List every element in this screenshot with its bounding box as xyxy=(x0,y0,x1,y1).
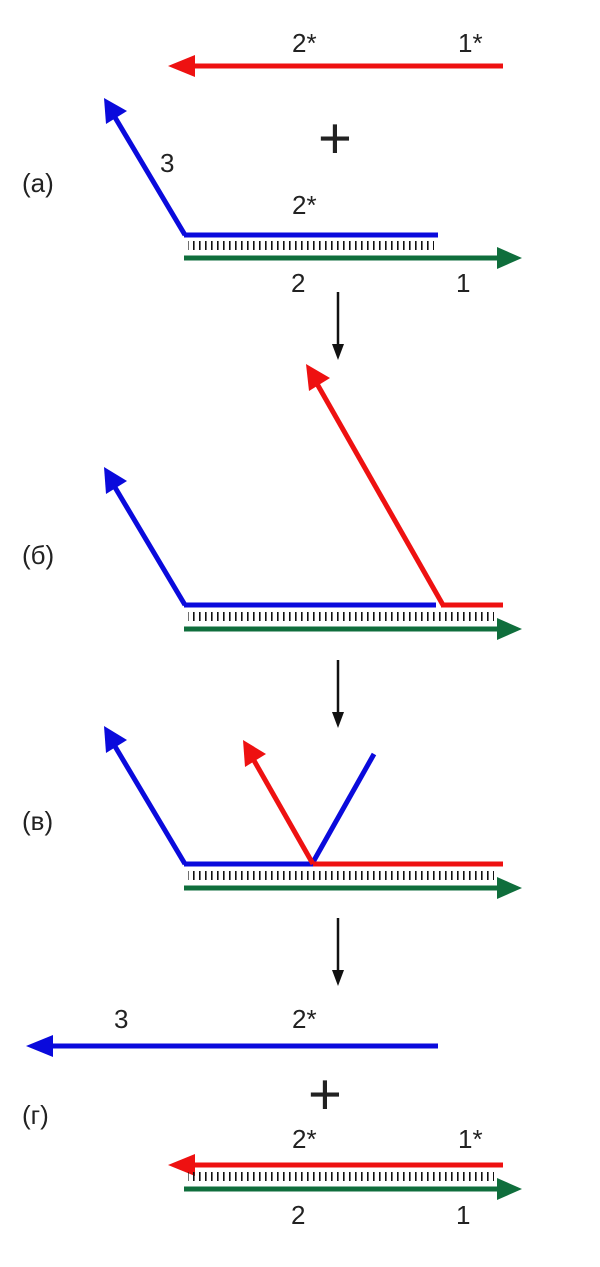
step-arrow-2 xyxy=(332,660,344,728)
panel-c-blue-arrowhead xyxy=(104,726,127,753)
panel-b-base-pairs xyxy=(188,612,494,621)
panel-c-red-branch xyxy=(249,755,316,866)
panel-a-red-left-label: 2* xyxy=(292,28,317,58)
panel-d-red-left-label: 2* xyxy=(292,1124,317,1154)
panel-d-blue-right-label: 2* xyxy=(292,1004,317,1034)
panel-b-blue-arrowhead xyxy=(104,467,127,494)
panel-a-plus: + xyxy=(318,106,352,171)
panel-a-green-right-label: 1 xyxy=(456,268,470,298)
panel-d-green-left-label: 2 xyxy=(291,1200,305,1230)
panel-c-red-arrowhead xyxy=(243,740,266,767)
panel-b-blue-branch xyxy=(110,482,188,607)
panel-b-red-branch xyxy=(313,380,446,607)
panel-a-green-left-label: 2 xyxy=(291,268,305,298)
panel-d: (г) 3 2* + 2* 1* 2 1 xyxy=(22,1004,522,1230)
step-arrow-1 xyxy=(332,292,344,360)
panel-a: (а) 2* 1* + 3 2* 2 1 xyxy=(22,28,522,298)
panel-c-blue-displaced-tail xyxy=(309,752,377,866)
panel-c-base-pairs xyxy=(188,871,494,880)
step-arrow-3 xyxy=(332,918,344,986)
panel-a-blue-top-label: 2* xyxy=(292,190,317,220)
panel-c-blue-branch xyxy=(110,741,188,866)
panel-d-green-arrowhead xyxy=(497,1178,522,1200)
panel-b-red-arrowhead xyxy=(306,364,330,391)
panel-d-blue-arrowhead xyxy=(26,1035,53,1057)
panel-d-plus: + xyxy=(308,1062,342,1127)
panel-b: (б) xyxy=(22,364,522,640)
panel-c: (в) xyxy=(22,726,522,899)
panel-a-blue-branch xyxy=(110,112,188,237)
panel-d-blue-left-label: 3 xyxy=(114,1004,128,1034)
panel-d-red-right-label: 1* xyxy=(458,1124,483,1154)
panel-a-red-right-label: 1* xyxy=(458,28,483,58)
panel-c-green-arrowhead xyxy=(497,877,522,899)
panel-a-green-arrowhead xyxy=(497,247,522,269)
panel-a-blue-arrowhead xyxy=(104,98,127,124)
panel-d-green-right-label: 1 xyxy=(456,1200,470,1230)
panel-b-green-arrowhead xyxy=(497,618,522,640)
panel-a-label: (а) xyxy=(22,168,54,198)
panel-c-label: (в) xyxy=(22,806,53,836)
panel-a-base-pairs xyxy=(188,241,434,250)
panel-d-red-arrowhead xyxy=(168,1154,195,1176)
panel-a-red-arrowhead xyxy=(168,55,195,77)
panel-d-label: (г) xyxy=(22,1100,49,1130)
panel-a-blue-branch-label: 3 xyxy=(160,148,174,178)
panel-d-base-pairs xyxy=(188,1172,494,1181)
panel-b-label: (б) xyxy=(22,540,54,570)
